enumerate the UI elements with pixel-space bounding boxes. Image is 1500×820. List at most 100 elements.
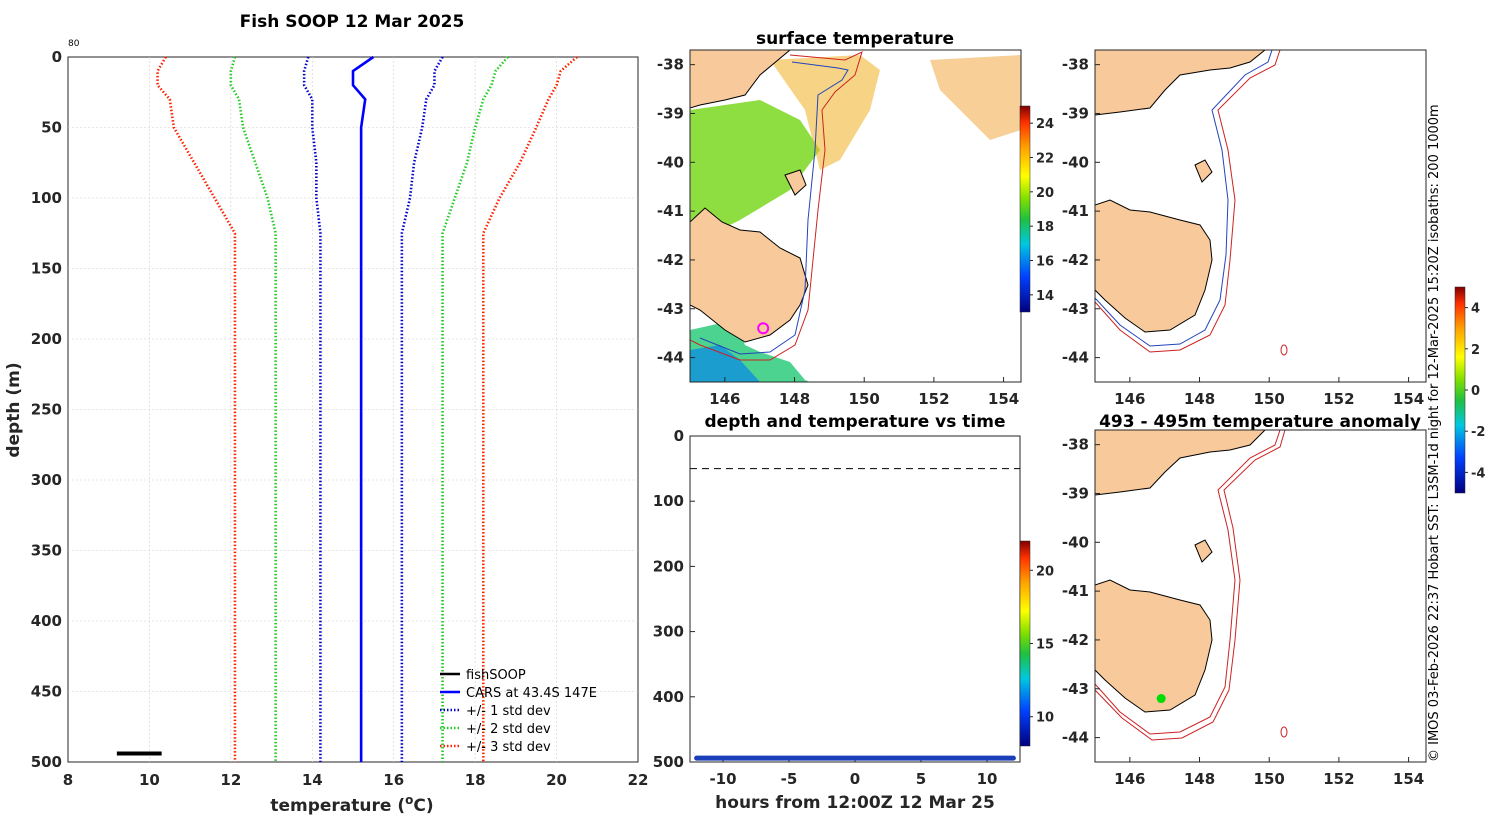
profile-ytick-label: 300 bbox=[31, 471, 62, 489]
lat-tick-label: -40 bbox=[1062, 153, 1089, 171]
time-xtick-label: -10 bbox=[709, 770, 736, 788]
isobath-map-panel: 146 148 150 152 154 -38 -39 -40 -41 -42 -43 -44 bbox=[1062, 49, 1427, 408]
anomaly-axes-box bbox=[1094, 429, 1427, 763]
lat-tick-label: -39 bbox=[1062, 484, 1089, 502]
time-axes-box bbox=[689, 435, 1021, 763]
profile-xtick-label: 22 bbox=[628, 771, 649, 789]
legend-entry-label: +/- 1 std dev bbox=[466, 704, 551, 719]
anomaly-title: 493 - 495m temperature anomaly bbox=[1099, 412, 1421, 432]
lon-tick-label: 154 bbox=[1393, 770, 1424, 788]
legend-entry-label: +/- 3 std dev bbox=[466, 740, 551, 755]
profile-ytick-label: 200 bbox=[31, 330, 62, 348]
sst-colorbar-ticks: 24 22 20 18 16 14 bbox=[1030, 117, 1054, 304]
lon-tick-label: 148 bbox=[1184, 390, 1215, 408]
profile-ytick-label: 250 bbox=[31, 401, 62, 419]
colorbar-tick-label: -4 bbox=[1471, 466, 1485, 481]
profile-series-line bbox=[351, 55, 375, 762]
lon-tick-label: 150 bbox=[1254, 390, 1285, 408]
anomaly-colorbar bbox=[1454, 286, 1466, 494]
colorbar-tick-label: 22 bbox=[1036, 152, 1054, 167]
profile-series-line bbox=[302, 56, 322, 762]
colorbar-tick-label: 16 bbox=[1036, 255, 1054, 270]
colorbar-tick-label: 24 bbox=[1036, 117, 1054, 132]
side-credit-text: © IMOS 03-Feb-2026 22:37 Hobart SST: L3S… bbox=[1427, 104, 1442, 762]
profile-small-label: 80 bbox=[68, 39, 80, 49]
ano-flinders-island bbox=[1194, 539, 1213, 563]
lon-tick-label: 154 bbox=[1393, 390, 1424, 408]
lat-tick-label: -39 bbox=[1062, 104, 1089, 122]
profile-ytick-label: 500 bbox=[31, 753, 62, 771]
colorbar-tick-label: 20 bbox=[1036, 564, 1054, 579]
anomaly-location-marker bbox=[1156, 694, 1166, 704]
profile-ytick-label: 450 bbox=[31, 683, 62, 701]
lat-tick-label: -41 bbox=[1062, 582, 1089, 600]
colorbar-tick-label: 14 bbox=[1036, 289, 1054, 304]
profile-series-line bbox=[400, 56, 444, 762]
profile-ytick-label: 0 bbox=[52, 48, 62, 66]
iso-mainland-land bbox=[1095, 50, 1266, 116]
profile-ytick-label: 350 bbox=[31, 542, 62, 560]
sst-mainland-land bbox=[690, 50, 791, 109]
time-ytick-label: 300 bbox=[653, 623, 684, 641]
lat-tick-label: -39 bbox=[657, 104, 684, 122]
ano-mainland-land bbox=[1095, 430, 1266, 496]
lat-tick-label: -38 bbox=[657, 56, 684, 74]
lat-tick-label: -38 bbox=[1062, 56, 1089, 74]
time-colorbar-ticks: 20 15 10 bbox=[1030, 564, 1054, 726]
profile-legend: fishSOOP CARS at 43.4S 147E +/- 1 std dev +… bbox=[440, 668, 597, 755]
colorbar-tick-label: 0 bbox=[1471, 384, 1480, 399]
colorbar-tick-label: 15 bbox=[1036, 638, 1054, 653]
profile-title: Fish SOOP 12 Mar 2025 bbox=[240, 12, 465, 32]
sst-offshore-warm-patch bbox=[930, 55, 1021, 140]
anomaly-ticks: 146 148 150 152 154 -38 -39 -40 -41 -42 -43 -44 bbox=[1062, 436, 1424, 788]
lon-tick-label: 150 bbox=[849, 390, 880, 408]
time-xlabel: hours from 12:00Z 12 Mar 25 bbox=[715, 793, 995, 813]
profile-xtick-label: 20 bbox=[546, 771, 567, 789]
lon-tick-label: 146 bbox=[1114, 390, 1145, 408]
time-ytick-label: 100 bbox=[653, 492, 684, 510]
ano-seamount-contour bbox=[1280, 726, 1288, 738]
anomaly-map-panel: 493 - 495m temperature anomaly 146 148 150… bbox=[1062, 286, 1485, 788]
isobath-axes-box bbox=[1094, 49, 1427, 383]
profile-ytick-label: 50 bbox=[41, 119, 62, 137]
profile-ytick-label: 100 bbox=[31, 189, 62, 207]
iso-seamount-contour bbox=[1280, 344, 1288, 356]
time-ytick-label: 400 bbox=[653, 688, 684, 706]
sst-flinders-island bbox=[784, 169, 807, 196]
iso-isobath-1000 bbox=[1095, 50, 1281, 353]
time-xtick-label: 5 bbox=[916, 770, 926, 788]
colorbar-tick-label: 18 bbox=[1036, 220, 1054, 235]
lon-tick-label: 152 bbox=[1323, 390, 1354, 408]
time-xtick-label: 10 bbox=[977, 770, 998, 788]
sst-title: surface temperature bbox=[756, 29, 954, 49]
sst-east-australian-current bbox=[770, 55, 880, 170]
lat-tick-label: -44 bbox=[1062, 349, 1089, 367]
lat-tick-label: -43 bbox=[657, 300, 684, 318]
profile-lines bbox=[116, 55, 578, 762]
profile-xtick-label: 8 bbox=[63, 771, 73, 789]
profile-xtick-label: 16 bbox=[383, 771, 404, 789]
lat-tick-label: -43 bbox=[1062, 300, 1089, 318]
lon-tick-label: 154 bbox=[988, 390, 1019, 408]
colorbar-tick-label: -2 bbox=[1471, 425, 1485, 440]
lon-tick-label: 150 bbox=[1254, 770, 1285, 788]
iso-isobath-200 bbox=[1095, 50, 1273, 347]
profile-xtick-label: 10 bbox=[139, 771, 160, 789]
isobath-ticks: 146 148 150 152 154 -38 -39 -40 -41 -42 -43 -44 bbox=[1062, 56, 1424, 408]
ano-isobath-1000-outer bbox=[1095, 430, 1286, 741]
legend-entry-label: +/- 2 std dev bbox=[466, 722, 551, 737]
profile-ticks: 8 10 12 14 16 18 20 22 0 50 100 150 200 250 300 350 400 4… bbox=[31, 48, 649, 789]
lat-tick-label: -41 bbox=[657, 202, 684, 220]
time-ytick-label: 500 bbox=[653, 753, 684, 771]
legend-entry-label: fishSOOP bbox=[466, 668, 526, 683]
lat-tick-label: -44 bbox=[1062, 729, 1089, 747]
time-colorbar bbox=[1019, 540, 1031, 747]
colorbar-tick-label: 10 bbox=[1036, 711, 1054, 726]
profile-xtick-label: 12 bbox=[220, 771, 241, 789]
profile-ytick-label: 400 bbox=[31, 612, 62, 630]
time-title: depth and temperature vs time bbox=[705, 412, 1006, 432]
lat-tick-label: -42 bbox=[1062, 251, 1089, 269]
sst-warm-shelf-water bbox=[690, 100, 820, 240]
profile-series-line bbox=[156, 56, 237, 762]
profile-xtick-label: 18 bbox=[465, 771, 486, 789]
